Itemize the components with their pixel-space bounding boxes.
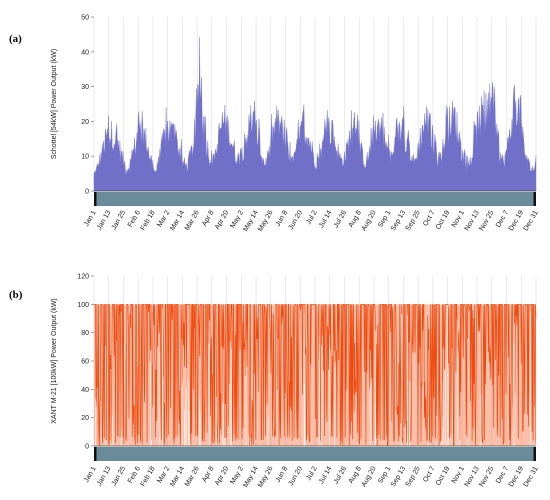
y-axis-title: XANT M-21 [100kW] Power Output (kW)	[51, 298, 58, 424]
x-tick-label: Aug 20	[361, 209, 378, 232]
x-tick-label: Jan 25	[111, 209, 128, 231]
x-tick-label: Dec 7	[495, 209, 510, 228]
y-tick-label: 60	[81, 359, 89, 366]
x-tick-label: Jul 14	[318, 465, 333, 485]
x-tick-label: Mar 26	[184, 209, 201, 231]
y-tick-label: 40	[81, 387, 89, 394]
x-tick-label: Nov 25	[478, 465, 495, 488]
x-tick-label: Oct 7	[422, 209, 436, 227]
range-handle-left	[94, 447, 97, 461]
y-tick-label: 100	[77, 302, 89, 309]
x-tick-label: Jun 8	[275, 465, 290, 483]
x-tick-label: Nov 25	[478, 209, 495, 232]
x-tick-label: Jul 26	[333, 465, 348, 485]
x-tick-label: Jul 2	[305, 465, 319, 481]
chart-panel-b: (b) 0 20 40 60 80 100 120 XANT M-21 [100kW] Powe…	[9, 274, 540, 489]
x-tick-label: Feb 18	[140, 465, 157, 487]
panel-label: (b)	[9, 289, 23, 301]
x-tick-label: Jan 1	[83, 465, 98, 483]
y-tick-label: 30	[81, 84, 89, 91]
x-tick-label: Feb 18	[140, 209, 157, 231]
x-tick-label: Jun 20	[287, 209, 304, 231]
x-tick-label: Apr 8	[201, 209, 215, 227]
y-tick-label: 20	[81, 119, 89, 126]
x-tick-label: Apr 8	[201, 465, 215, 483]
x-tick-label: May 2	[229, 209, 245, 229]
x-tick-label: Jul 2	[305, 209, 319, 225]
x-tick-label: Nov 1	[451, 209, 466, 228]
y-tick-label: 0	[85, 189, 89, 196]
x-tick-label: Feb 6	[127, 209, 142, 228]
y-tick-label: 0	[85, 444, 89, 451]
x-tick-label: Aug 8	[348, 465, 363, 484]
x-tick-label: Apr 20	[214, 209, 230, 230]
x-tick-label: Sep 25	[405, 465, 422, 488]
x-tick-label: Jul 26	[333, 209, 348, 229]
x-tick-label: Jun 8	[275, 209, 290, 227]
y-tick-label: 10	[81, 154, 89, 161]
x-tick-label: Mar 2	[156, 465, 171, 484]
range-bar	[94, 192, 536, 206]
x-tick-label: Aug 8	[348, 209, 363, 228]
y-tick-label: 20	[81, 415, 89, 422]
x-tick-label: Oct 7	[422, 465, 436, 483]
x-tick-label: Dec 31	[523, 209, 540, 232]
x-tick-label: Aug 20	[361, 465, 378, 488]
x-tick-label: Feb 6	[127, 465, 142, 484]
x-tick-label: Oct 19	[435, 465, 451, 486]
x-tick-label: Sep 1	[377, 465, 392, 484]
y-tick-label: 120	[77, 274, 89, 281]
x-tick-label: Mar 26	[184, 465, 201, 487]
panel-label: (a)	[9, 33, 22, 45]
x-tick-label: Oct 19	[435, 209, 451, 230]
range-handle-right	[533, 192, 536, 206]
x-tick-label: Jan 1	[83, 209, 98, 227]
y-axis-title: Schottel [54kW] Power Output (kW)	[51, 49, 58, 159]
x-tick-label: Jun 20	[287, 465, 304, 487]
series-line	[94, 303, 537, 447]
x-tick-label: Apr 20	[214, 465, 230, 486]
y-tick-label: 50	[81, 15, 89, 22]
x-tick-label: May 2	[229, 465, 245, 485]
chart-panel-a: (a) 0 10 20 30 40 50 Schottel [54kW] Power Outp…	[9, 15, 540, 233]
x-tick-label: Dec 31	[523, 465, 540, 488]
x-tick-label: Mar 2	[156, 209, 171, 228]
series-area	[93, 37, 537, 192]
y-tick-label: 80	[81, 330, 89, 337]
x-tick-label: Dec 7	[495, 465, 510, 484]
x-tick-label: Jul 14	[318, 209, 333, 229]
range-handle-right	[533, 447, 536, 461]
range-handle-left	[94, 192, 97, 206]
range-bar	[94, 447, 536, 461]
y-tick-label: 40	[81, 49, 89, 56]
x-tick-label: Jan 25	[111, 465, 128, 487]
x-tick-label: Nov 1	[451, 465, 466, 484]
x-tick-label: Sep 25	[405, 209, 422, 232]
x-tick-label: Sep 1	[377, 209, 392, 228]
